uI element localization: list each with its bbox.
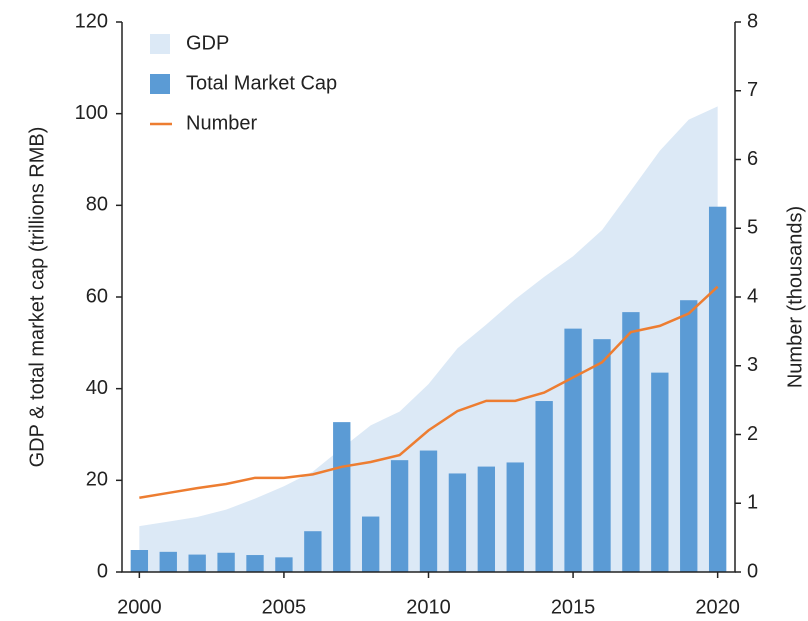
bar	[419, 450, 438, 572]
y-tick-label: 0	[97, 560, 108, 582]
legend-swatch	[150, 34, 170, 54]
bar	[708, 206, 727, 573]
legend-label: Total Market Cap	[186, 72, 337, 94]
y2-tick-label: 3	[747, 354, 758, 376]
y-tick-label: 120	[75, 10, 108, 32]
bar	[188, 554, 206, 572]
y-tick-label: 80	[86, 194, 108, 216]
line	[139, 285, 719, 499]
x-tick-label: 2000	[117, 596, 162, 618]
bar	[448, 473, 467, 572]
bar	[680, 300, 698, 572]
bar	[130, 550, 149, 572]
bar	[159, 551, 177, 572]
y2-tick-label: 2	[747, 423, 758, 445]
x-tick-label: 2015	[551, 596, 596, 618]
bar	[506, 462, 524, 572]
bar	[217, 552, 235, 572]
legend-label: GDP	[186, 32, 229, 54]
bar	[535, 401, 553, 572]
x-tick-label: 2005	[262, 596, 307, 618]
bar	[622, 312, 640, 572]
y2-tick-label: 8	[747, 10, 758, 32]
bar	[390, 460, 409, 572]
y-tick-label: 20	[86, 469, 108, 491]
y2-tick-label: 1	[747, 492, 758, 514]
y-tick-label: 40	[86, 377, 108, 399]
bar	[564, 328, 582, 572]
y2-tick-label: 5	[747, 217, 758, 239]
bar	[304, 531, 322, 572]
bar	[477, 466, 496, 572]
legend-swatch	[150, 74, 170, 94]
bar	[333, 422, 351, 572]
x-tick-label: 2020	[695, 596, 740, 618]
y2-tick-label: 6	[747, 148, 758, 170]
y2-axis-label: Number (thousands)	[784, 206, 806, 388]
bar	[275, 557, 293, 572]
bar	[593, 339, 611, 572]
y-axis-label: GDP & total market cap (trillions RMB)	[26, 127, 48, 468]
y2-tick-label: 0	[747, 560, 758, 582]
y2-tick-label: 7	[747, 79, 758, 101]
plot-area	[130, 106, 727, 573]
y2-tick-label: 4	[747, 285, 758, 307]
x-tick-label: 2010	[406, 596, 451, 618]
y-tick-label: 100	[75, 102, 108, 124]
bar	[651, 372, 669, 572]
bar	[361, 516, 380, 572]
legend-label: Number	[186, 112, 257, 134]
bar	[246, 555, 264, 572]
y-tick-label: 60	[86, 285, 108, 307]
